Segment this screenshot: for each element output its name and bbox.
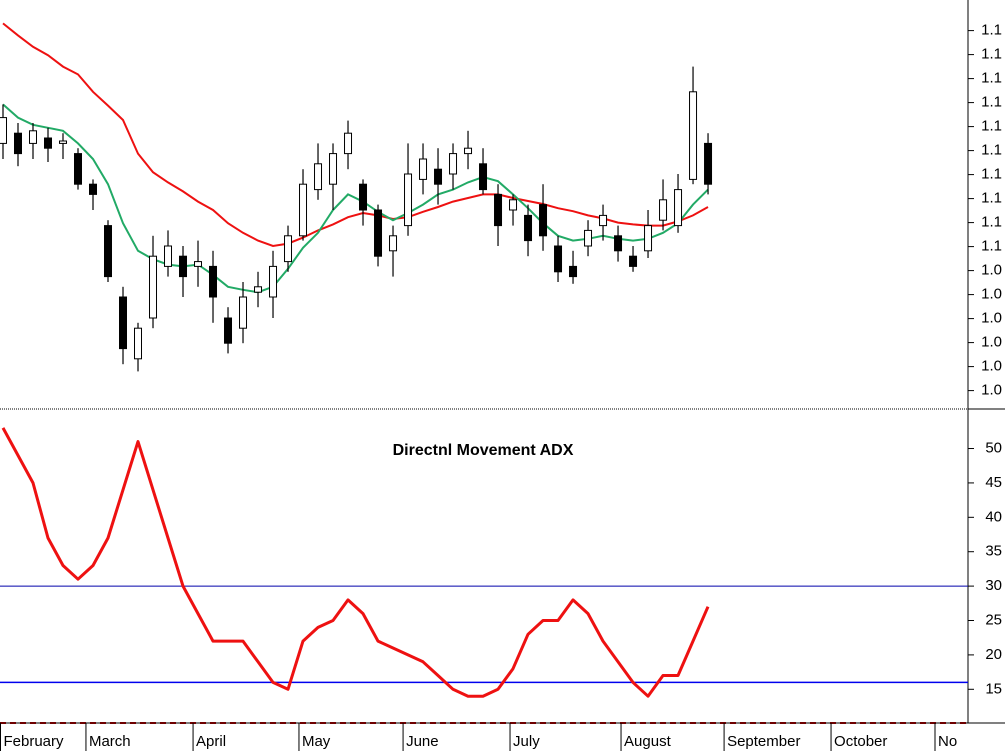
candle-body: [509, 199, 518, 211]
candle-body: [344, 132, 353, 155]
candle-body: [254, 286, 263, 293]
adx-title: Directnl Movement ADX: [393, 442, 574, 459]
candle-body: [209, 265, 218, 298]
candle-body: [554, 245, 563, 273]
candle-body: [0, 117, 8, 144]
x-tick-label: May: [302, 733, 331, 750]
x-tick-label: July: [513, 733, 540, 750]
y-tick-label: 1.1: [981, 94, 1002, 111]
candle-body: [29, 130, 38, 144]
candle-body: [479, 163, 488, 191]
candle-body: [329, 153, 338, 185]
y-tick-label: 20: [985, 646, 1002, 663]
candle-body: [404, 173, 413, 227]
candle-body: [314, 163, 323, 191]
candle-body: [629, 255, 638, 267]
candle-body: [284, 235, 293, 263]
y-tick-label: 1.0: [981, 358, 1002, 375]
y-tick-label: 1.0: [981, 310, 1002, 327]
candle-body: [194, 261, 203, 267]
y-tick-label: 25: [985, 611, 1002, 628]
y-tick-label: 1.1: [981, 22, 1002, 39]
candle-body: [224, 317, 233, 344]
candle-body: [644, 225, 653, 252]
candle-body: [389, 235, 398, 252]
candle-body: [614, 235, 623, 252]
candle-body: [179, 255, 188, 278]
candle-body: [434, 168, 443, 185]
y-tick-label: 1.1: [981, 118, 1002, 135]
y-tick-label: 45: [985, 474, 1002, 491]
candle-body: [659, 199, 668, 221]
candle-body: [674, 189, 683, 227]
x-tick-label: September: [727, 733, 800, 750]
x-tick-label: No: [938, 733, 957, 750]
x-tick-label: March: [89, 733, 131, 750]
adx-line: [1, 427, 710, 698]
y-tick-label: 1.1: [981, 238, 1002, 255]
candle-body: [419, 158, 428, 180]
y-tick-label: 30: [985, 577, 1002, 594]
x-tick-label: February: [4, 733, 65, 750]
y-tick-label: 15: [985, 680, 1002, 697]
candle-body: [569, 265, 578, 278]
candle-body: [464, 147, 473, 155]
y-tick-label: 1.1: [981, 46, 1002, 63]
candle-body: [134, 327, 143, 360]
candle-body: [14, 132, 23, 155]
candle-body: [74, 153, 83, 185]
candle-body: [689, 91, 698, 180]
y-tick-label: 1.0: [981, 262, 1002, 279]
y-tick-label: 1.0: [981, 286, 1002, 303]
candle-body: [119, 296, 128, 350]
candle-body: [539, 204, 548, 237]
candle-body: [239, 296, 248, 329]
candle-body: [59, 140, 68, 144]
x-tick-label: June: [406, 733, 439, 750]
x-tick-label: October: [834, 733, 887, 750]
candle-body: [494, 193, 503, 227]
moving-average-line: [2, 22, 709, 248]
candle-body: [164, 245, 173, 267]
y-tick-label: 1.0: [981, 382, 1002, 399]
candle-body: [44, 137, 53, 149]
candle-body: [89, 183, 98, 195]
candle-body: [299, 183, 308, 237]
y-tick-label: 1.1: [981, 214, 1002, 231]
y-tick-label: 1.0: [981, 334, 1002, 351]
y-tick-label: 40: [985, 508, 1002, 525]
x-tick-label: April: [196, 733, 226, 750]
y-tick-label: 1.1: [981, 190, 1002, 207]
candle-body: [104, 225, 113, 278]
candle-body: [374, 209, 383, 257]
y-tick-label: 35: [985, 543, 1002, 560]
y-tick-label: 1.1: [981, 166, 1002, 183]
candle-body: [704, 142, 713, 185]
candle-body: [269, 265, 278, 298]
candle-body: [149, 255, 158, 319]
candle-body: [359, 183, 368, 211]
y-tick-label: 1.1: [981, 142, 1002, 159]
y-tick-label: 50: [985, 439, 1002, 456]
candle-body: [584, 229, 593, 247]
candle-body: [524, 214, 533, 242]
candle-body: [599, 214, 608, 227]
candle-body: [449, 153, 458, 175]
y-tick-label: 1.1: [981, 70, 1002, 87]
x-tick-label: August: [624, 733, 672, 750]
